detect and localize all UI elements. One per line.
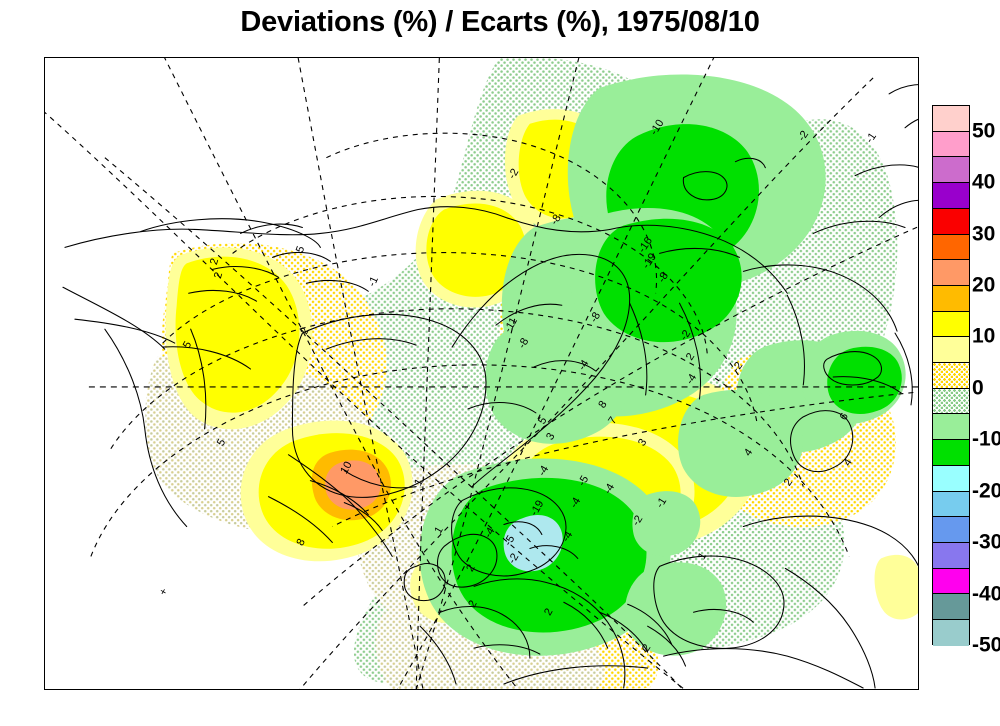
colorbar-band-20-to-15 bbox=[933, 285, 969, 312]
svg-text:2: 2 bbox=[208, 257, 221, 266]
colorbar-label-20: 20 bbox=[972, 273, 996, 297]
map-panel: 2 2 5 5 5 2 -1 -2 -8 -10 -16 -19 -8 -11 … bbox=[44, 57, 919, 690]
svg-text:2: 2 bbox=[684, 351, 697, 363]
svg-text:3: 3 bbox=[636, 437, 649, 449]
colorbar-labels: 50 40 30 20 10 0 -10 -20 -30 -40 -50 bbox=[972, 105, 1000, 655]
colorbar-band--35-to--40 bbox=[933, 568, 969, 595]
svg-text:1: 1 bbox=[412, 477, 425, 488]
colorbar-band-35-to-30 bbox=[933, 208, 969, 235]
colorbar-label-neg20: -20 bbox=[972, 479, 1000, 503]
colorbar-label-neg10: -10 bbox=[972, 427, 1000, 451]
colorbar-label-neg50: -50 bbox=[972, 633, 1000, 657]
colorbar-label-0: 0 bbox=[972, 376, 984, 400]
svg-text:10: 10 bbox=[338, 460, 354, 476]
coastlines bbox=[62, 84, 918, 689]
svg-text:2: 2 bbox=[782, 477, 795, 489]
colorbar bbox=[932, 105, 970, 646]
colorbar-band--10-to--15 bbox=[933, 440, 969, 466]
colorbar-label-neg40: -40 bbox=[972, 582, 1000, 606]
colorbar-band-0-to--5 bbox=[933, 388, 969, 415]
svg-text:2: 2 bbox=[466, 598, 479, 609]
colorbar-band-45-to-40 bbox=[933, 157, 969, 184]
svg-text:3: 3 bbox=[544, 431, 557, 442]
colorbar-band--30-to--35 bbox=[933, 542, 969, 569]
svg-text:2: 2 bbox=[298, 326, 311, 337]
colorbar-label-30: 30 bbox=[972, 222, 996, 246]
svg-text:2: 2 bbox=[464, 563, 477, 574]
svg-text:1: 1 bbox=[696, 550, 709, 562]
page-title: Deviations (%) / Ecarts (%), 1975/08/10 bbox=[240, 6, 760, 38]
colorbar-band-50-to-45 bbox=[933, 131, 969, 158]
svg-text:5: 5 bbox=[215, 437, 228, 448]
colorbar-band-40-to-35 bbox=[933, 183, 969, 209]
colorbar-band--15-to--20 bbox=[933, 465, 969, 492]
colorbar-label-50: 50 bbox=[972, 119, 996, 143]
svg-text:8: 8 bbox=[294, 537, 307, 548]
colorbar-band--45-to--50 bbox=[933, 620, 969, 646]
colorbar-band-55-to-50 bbox=[933, 106, 969, 132]
colorbar-band--40-to--45 bbox=[933, 594, 969, 621]
svg-text:2: 2 bbox=[542, 606, 555, 617]
colorbar-band--20-to--25 bbox=[933, 491, 969, 518]
contour-labels: 2 2 5 5 5 2 -1 -2 -8 -10 -16 -19 -8 -11 … bbox=[157, 118, 879, 654]
colorbar-band-15-to-10 bbox=[933, 311, 969, 338]
colorbar-band-5-to-0 bbox=[933, 363, 969, 389]
colorbar-label-neg30: -30 bbox=[972, 530, 1000, 554]
svg-text:2: 2 bbox=[640, 642, 653, 654]
colorbar-band-25-to-20 bbox=[933, 260, 969, 286]
svg-text:5: 5 bbox=[181, 339, 194, 350]
svg-text:5: 5 bbox=[294, 245, 307, 255]
colorbar-band--5-to--10 bbox=[933, 414, 969, 441]
deviation-map: 2 2 5 5 5 2 -1 -2 -8 -10 -16 -19 -8 -11 … bbox=[45, 58, 918, 689]
svg-text:7: 7 bbox=[606, 415, 619, 427]
svg-text:2: 2 bbox=[212, 271, 225, 280]
colorbar-label-40: 40 bbox=[972, 170, 996, 194]
colorbar-label-10: 10 bbox=[972, 324, 996, 348]
colorbar-band-10-to-5 bbox=[933, 337, 969, 364]
svg-text:+: + bbox=[157, 586, 171, 598]
svg-text:4: 4 bbox=[742, 447, 755, 459]
svg-text:6: 6 bbox=[838, 411, 851, 423]
svg-text:-1: -1 bbox=[366, 275, 381, 289]
colorbar-band--25-to--30 bbox=[933, 517, 969, 543]
svg-text:1: 1 bbox=[432, 525, 445, 536]
svg-text:8: 8 bbox=[596, 399, 609, 411]
svg-text:5: 5 bbox=[536, 415, 549, 426]
graticule bbox=[45, 58, 918, 689]
svg-text:4: 4 bbox=[842, 457, 855, 469]
colorbar-band-30-to-25 bbox=[933, 234, 969, 261]
